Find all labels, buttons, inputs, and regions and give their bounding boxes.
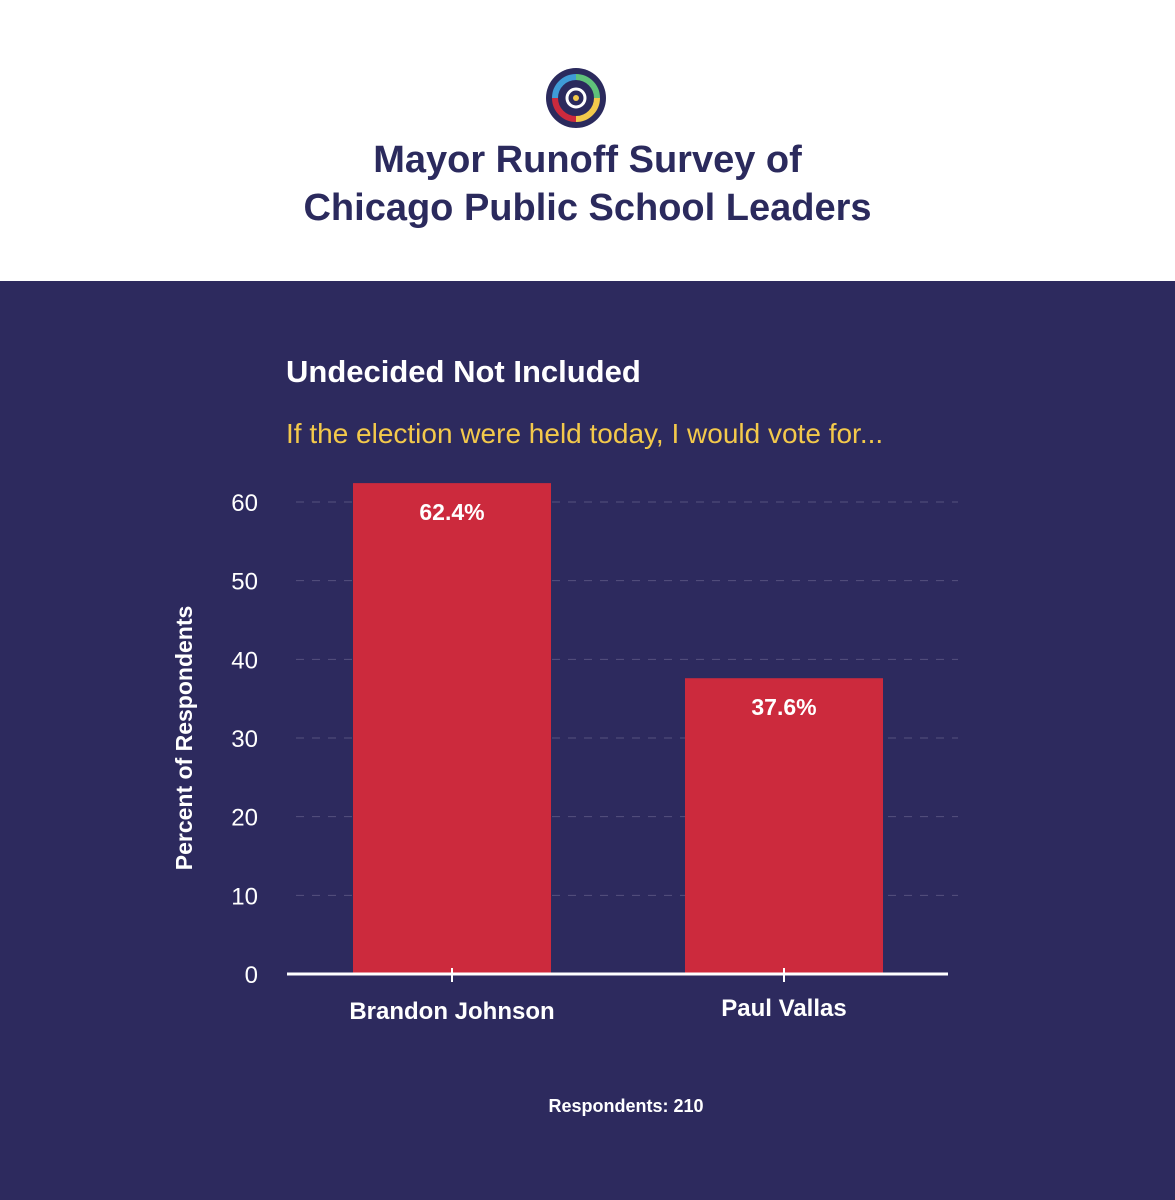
chart-subtitle: If the election were held today, I would… [286, 418, 884, 449]
x-category-label: Paul Vallas [721, 995, 846, 1022]
bar-value-label: 62.4% [419, 499, 484, 525]
bar-value-label: 37.6% [751, 694, 816, 720]
x-category-label: Brandon Johnson [349, 998, 554, 1025]
bar [353, 483, 551, 974]
respondents-note: Respondents: 210 [548, 1096, 704, 1116]
y-tick-label: 10 [231, 883, 258, 910]
y-axis-label: Percent of Respondents [171, 606, 197, 871]
target-circle-logo-icon [546, 68, 606, 128]
header: Mayor Runoff Survey of Chicago Public Sc… [0, 0, 1175, 281]
page-title-line-2: Chicago Public School Leaders [303, 187, 872, 229]
y-tick-label: 60 [231, 490, 258, 517]
page-title: Mayor Runoff Survey of Chicago Public Sc… [0, 136, 1175, 232]
page-title-line-1: Mayor Runoff Survey of [373, 139, 802, 181]
chart-title: Undecided Not Included [286, 354, 641, 389]
y-tick-label: 30 [231, 726, 258, 753]
y-tick-label: 40 [231, 647, 258, 674]
chart-panel [0, 281, 1175, 1200]
bar [685, 678, 883, 974]
y-tick-label: 20 [231, 805, 258, 832]
y-tick-label: 50 [231, 569, 258, 596]
y-tick-label: 0 [245, 962, 258, 989]
